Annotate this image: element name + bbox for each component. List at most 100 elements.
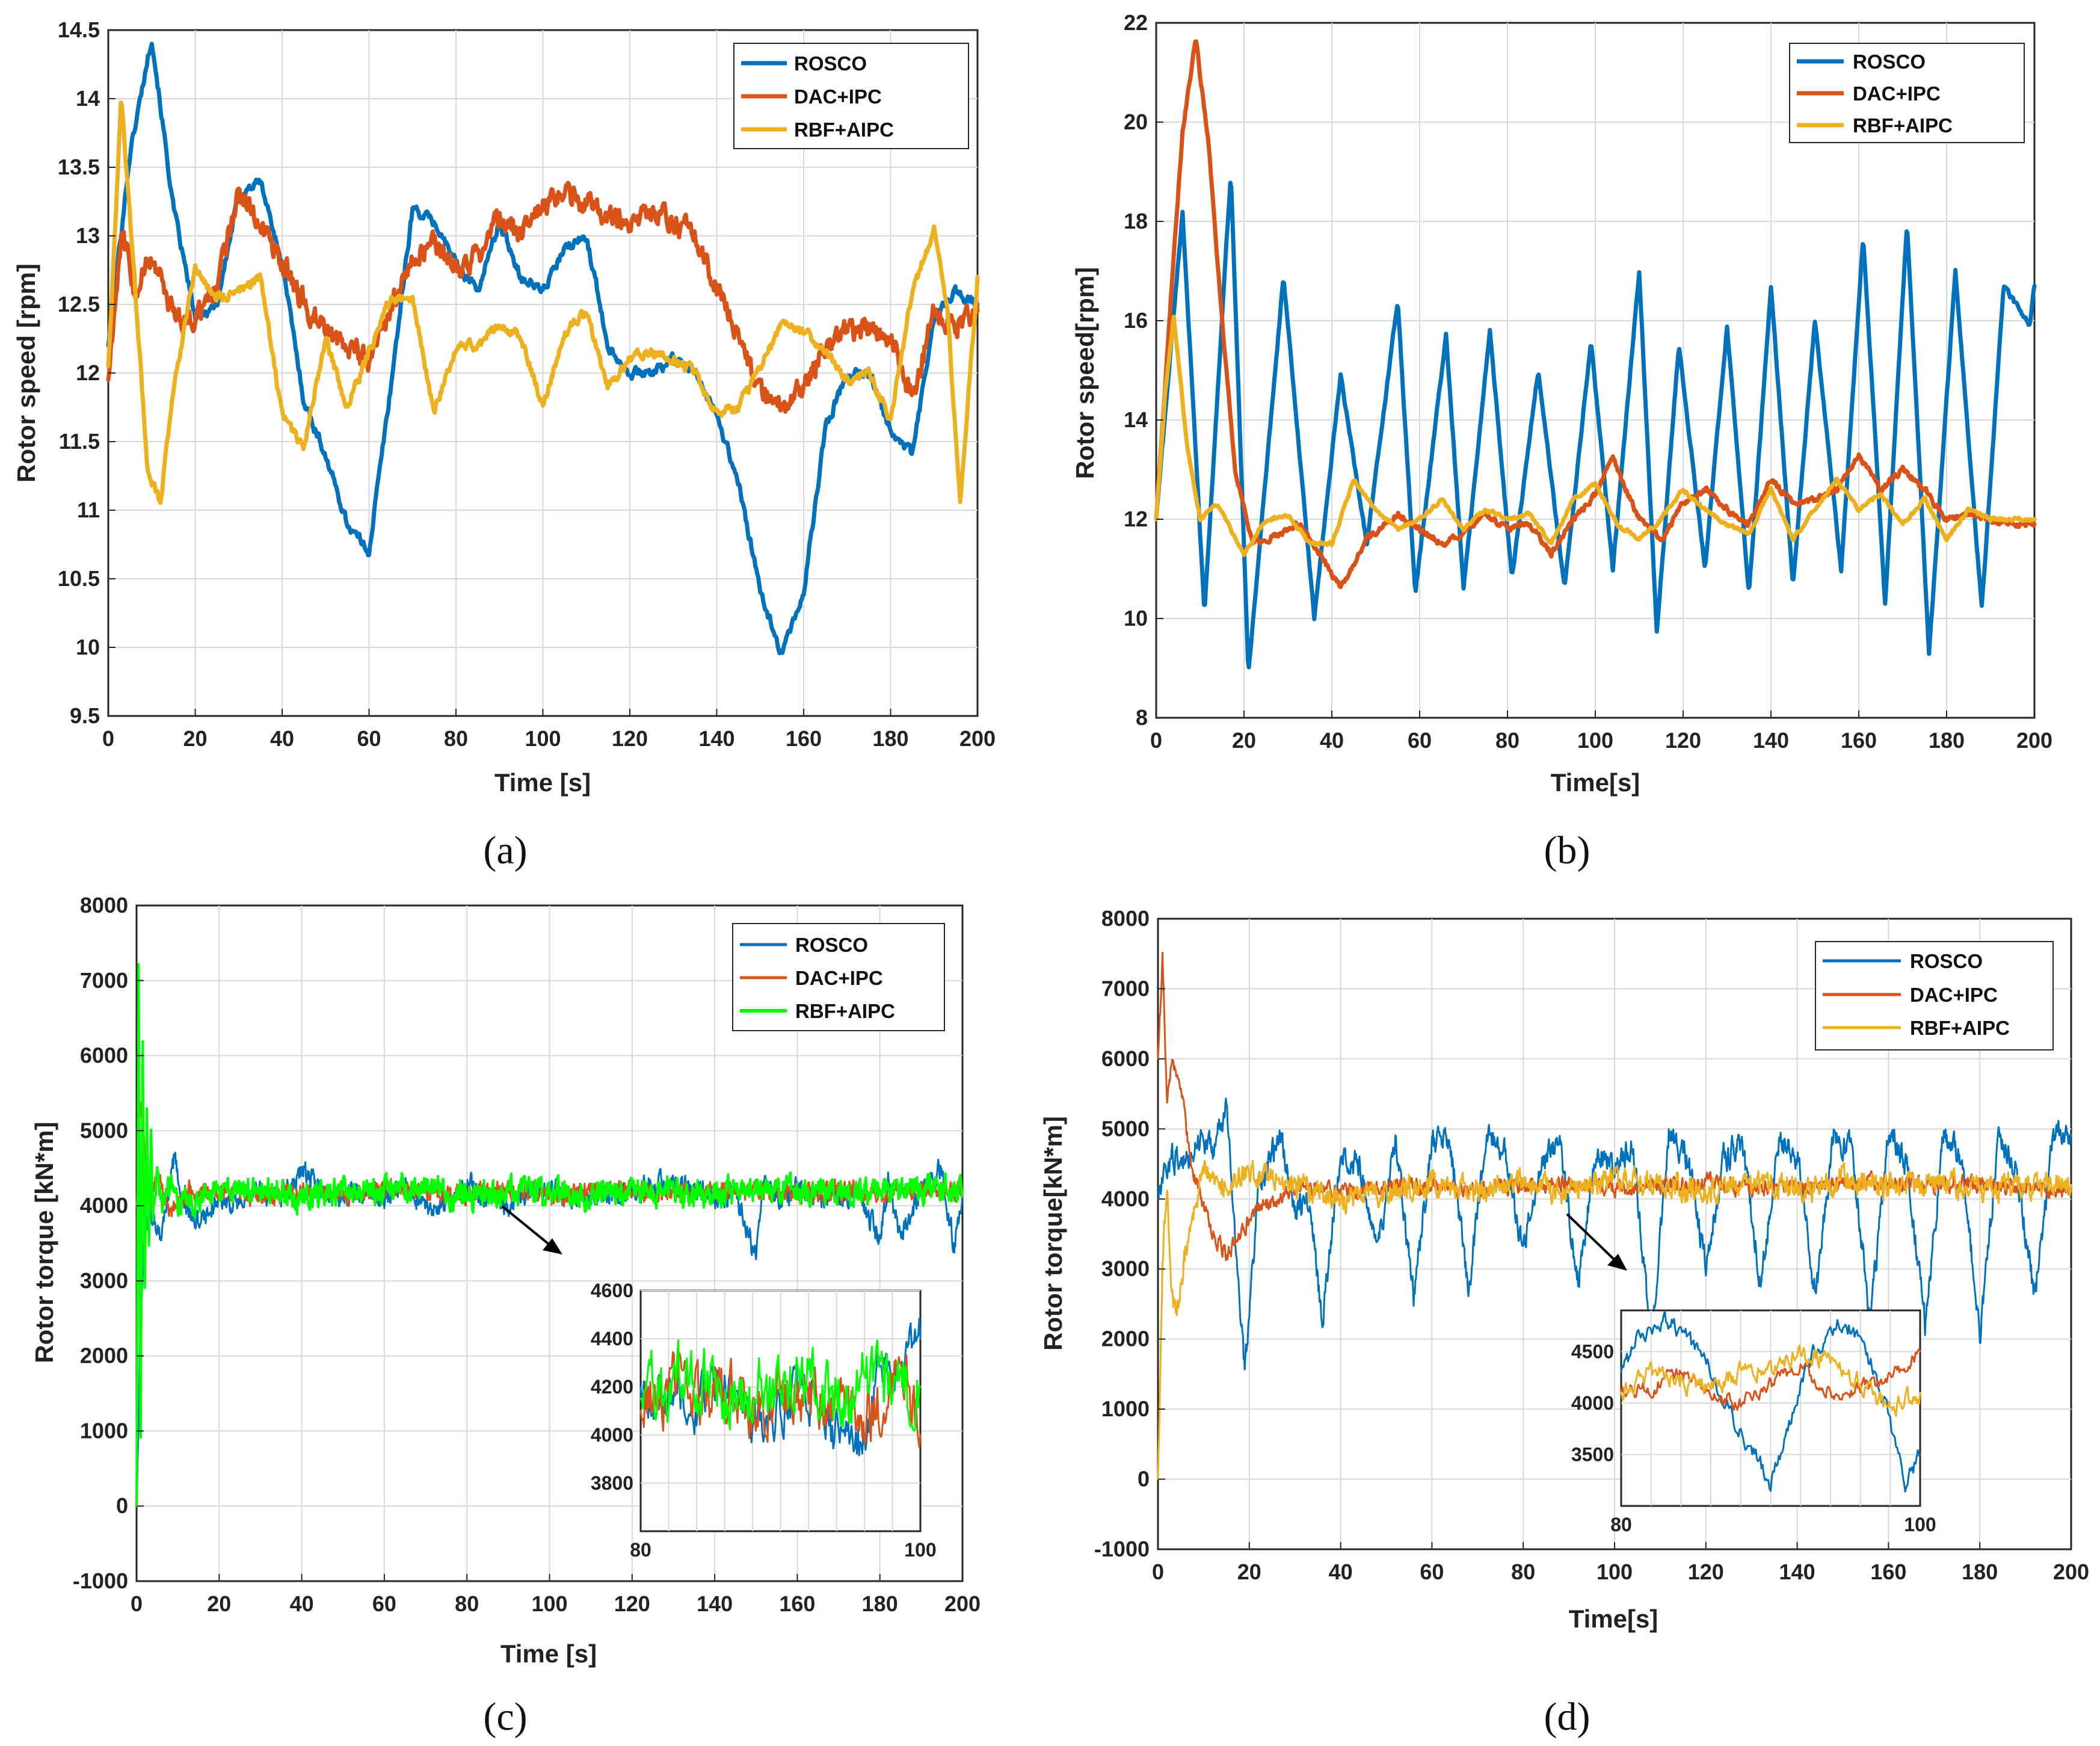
chart-panel-d: 0 20 40 60 80 100 120 140 160 180 200-100001000200…: [1039, 906, 2089, 1739]
inset-y-tick-label: 4000: [1571, 1392, 1614, 1414]
y-tick-label: -1000: [1094, 1537, 1150, 1561]
x-tick-label: 120: [1688, 1559, 1724, 1584]
x-tick-label: 80: [455, 1591, 479, 1616]
zoom-arrow: [1566, 1213, 1616, 1262]
y-tick-label: 20: [1124, 110, 1148, 134]
panel-caption: (b): [1544, 828, 1590, 872]
x-tick-label: 100: [525, 726, 561, 751]
y-tick-label: 10: [76, 635, 100, 659]
axis-ticks: 0 20 40 60 80 100 120 140 160 180 200-100001000200…: [1094, 906, 2089, 1584]
y-tick-label: 14.5: [58, 17, 100, 42]
x-tick-label: 200: [2053, 1559, 2089, 1584]
x-tick-label: 120: [614, 1591, 650, 1616]
series-lines: [1157, 952, 2072, 1481]
legend-label-dac-ipc: DAC+IPC: [1910, 984, 1998, 1006]
inset-y-tick-label: 4500: [1571, 1340, 1614, 1362]
y-tick-label: 2000: [1101, 1327, 1150, 1351]
series-line-rosco: [1157, 1097, 2072, 1371]
x-tick-label: 20: [1237, 1559, 1261, 1584]
x-tick-label: 160: [1841, 728, 1877, 753]
x-tick-label: 60: [1408, 728, 1432, 753]
y-tick-label: 22: [1124, 10, 1148, 35]
series-line-rosco: [106, 42, 980, 656]
inset-series-lines: [1620, 1310, 1921, 1493]
x-tick-label: 180: [1929, 728, 1965, 753]
zoom-arrow: [501, 1205, 552, 1247]
legend-label-rosco: ROSCO: [794, 52, 867, 75]
legend-label-rosco: ROSCO: [1853, 51, 1926, 73]
y-tick-label: 3000: [1101, 1256, 1150, 1281]
x-tick-label: 0: [131, 1591, 143, 1616]
x-axis-label: Time[s]: [1551, 768, 1640, 797]
series-line-dac-ipc: [106, 180, 980, 414]
x-axis-label: Time[s]: [1569, 1605, 1658, 1633]
inset-grid: [1621, 1310, 1920, 1506]
x-tick-label: 100: [1577, 728, 1613, 753]
x-tick-label: 20: [183, 726, 207, 751]
inset-axis-ticks: 3500 4000 4500 80 100: [1571, 1340, 1936, 1535]
inset-y-tick-label: 3500: [1571, 1443, 1614, 1465]
legend-label-dac-ipc: DAC+IPC: [1853, 82, 1941, 105]
x-tick-label: 140: [1779, 1559, 1815, 1584]
x-tick-label: 200: [944, 1591, 981, 1616]
x-tick-label: 140: [697, 1591, 733, 1616]
series-line-rosco: [1620, 1310, 1921, 1493]
x-tick-label: 200: [2016, 728, 2052, 753]
legend-label-dac-ipc: DAC+IPC: [794, 85, 882, 108]
y-tick-label: 6000: [1101, 1046, 1150, 1071]
legend-label-dac-ipc: DAC+IPC: [795, 967, 883, 989]
inset-y-tick-label: 4200: [591, 1376, 633, 1398]
y-tick-label: 6000: [80, 1043, 128, 1068]
y-axis-label: Rotor torque [kN*m]: [30, 1121, 58, 1363]
legend-label-rbf-aipc: RBF+AIPC: [794, 119, 894, 141]
x-tick-label: 0: [1150, 728, 1162, 753]
zoom-arrowhead: [1607, 1254, 1627, 1271]
y-tick-label: 5000: [80, 1118, 128, 1143]
series-line-rbf-aipc: [135, 963, 964, 1508]
panel-caption: (c): [483, 1695, 527, 1739]
inset-x-tick-label: 80: [630, 1539, 651, 1561]
y-tick-label: 18: [1124, 209, 1148, 233]
axis-ticks: 0 20 40 60 80 100 120 140 160 180 200 9.5 10 10.5 11 11…: [58, 17, 996, 751]
chart-panel-a: 0 20 40 60 80 100 120 140 160 180 200 9.5 10 10.5 11 11…: [12, 17, 996, 872]
x-tick-label: 160: [779, 1591, 815, 1616]
series-line-dac-ipc: [1154, 39, 2037, 590]
inset-series-lines: [639, 1318, 922, 1457]
x-tick-label: 20: [207, 1591, 231, 1616]
inset-x-tick-label: 80: [1610, 1514, 1632, 1535]
series-line-dac-ipc: [639, 1351, 922, 1448]
x-tick-label: 80: [1511, 1559, 1535, 1584]
y-tick-label: 1000: [1101, 1396, 1150, 1421]
panel-caption: (a): [483, 828, 527, 872]
y-tick-label: 8: [1136, 705, 1148, 730]
x-tick-label: 180: [862, 1591, 898, 1616]
series-line-rbf-aipc: [639, 1339, 922, 1432]
y-tick-label: 0: [1138, 1467, 1150, 1492]
x-tick-label: 120: [612, 726, 648, 751]
series-line-rbf-aipc: [106, 100, 980, 505]
x-tick-label: 20: [1232, 728, 1256, 753]
y-axis-label: Rotor torque[kN*m]: [1039, 1116, 1067, 1351]
inset-x-tick-label: 100: [904, 1539, 936, 1561]
y-tick-label: 10: [1124, 606, 1148, 631]
inset-y-tick-label: 4400: [591, 1328, 633, 1350]
axis-ticks: 0 20 40 60 80 100 120 140 160 180 200-100001000200…: [73, 893, 981, 1616]
legend: ROSCO DAC+IPC RBF+AIPC: [1815, 941, 2054, 1050]
x-tick-label: 160: [786, 726, 822, 751]
y-tick-label: 11.5: [59, 429, 100, 454]
y-tick-label: 16: [1124, 308, 1148, 333]
series-lines: [106, 42, 980, 656]
y-tick-label: 12: [76, 360, 100, 385]
series-line-rosco: [1154, 180, 2037, 670]
x-tick-label: 160: [1870, 1559, 1906, 1584]
x-tick-label: 100: [1597, 1559, 1633, 1584]
y-tick-label: 7000: [80, 968, 128, 993]
x-axis-label: Time [s]: [500, 1640, 597, 1668]
y-axis-label: Rotor speed[rpm]: [1071, 267, 1099, 479]
y-tick-label: 14: [76, 86, 100, 111]
legend-label-rbf-aipc: RBF+AIPC: [795, 1000, 895, 1022]
zoom-inset: 3500 4000 4500 80 100: [1571, 1309, 1936, 1535]
inset-x-tick-label: 100: [1904, 1514, 1936, 1535]
inset-y-tick-label: 4000: [591, 1424, 633, 1446]
y-tick-label: 2000: [80, 1343, 128, 1368]
